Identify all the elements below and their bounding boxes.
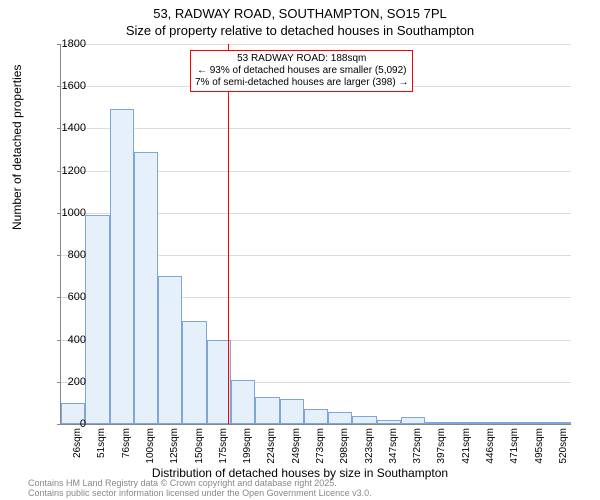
chart-title-1: 53, RADWAY ROAD, SOUTHAMPTON, SO15 7PL: [0, 6, 600, 21]
histogram-bar: [425, 422, 449, 424]
x-tick-label: 421sqm: [461, 428, 472, 468]
x-tick-label: 495sqm: [534, 428, 545, 468]
histogram-bar: [450, 422, 474, 424]
x-tick-label: 471sqm: [509, 428, 520, 468]
y-tick-label: 1800: [46, 38, 86, 50]
histogram-bar: [474, 422, 498, 424]
x-tick-label: 125sqm: [169, 428, 180, 468]
x-tick-label: 347sqm: [388, 428, 399, 468]
histogram-bar: [134, 152, 158, 424]
x-tick-label: 397sqm: [436, 428, 447, 468]
x-tick-label: 199sqm: [242, 428, 253, 468]
x-tick-label: 520sqm: [558, 428, 569, 468]
y-tick-label: 1600: [46, 80, 86, 92]
histogram-bar: [231, 380, 255, 424]
histogram-bar: [377, 420, 401, 424]
histogram-bar: [498, 422, 522, 424]
annotation-line-1: 53 RADWAY ROAD: 188sqm: [195, 53, 408, 65]
y-axis-label: Number of detached properties: [10, 65, 24, 230]
x-tick-label: 323sqm: [364, 428, 375, 468]
histogram-bar: [352, 416, 376, 424]
x-tick-label: 249sqm: [291, 428, 302, 468]
y-tick-label: 200: [46, 376, 86, 388]
histogram-bar: [182, 321, 206, 424]
y-tick-label: 600: [46, 291, 86, 303]
histogram-bar: [304, 409, 328, 424]
x-tick-label: 446sqm: [485, 428, 496, 468]
histogram-bar: [110, 109, 134, 424]
x-tick-label: 26sqm: [72, 428, 83, 468]
x-tick-label: 76sqm: [121, 428, 132, 468]
histogram-bar: [547, 422, 571, 424]
histogram-bar: [85, 215, 109, 424]
chart-title-2: Size of property relative to detached ho…: [0, 23, 600, 38]
plot-area: [60, 44, 571, 425]
y-tick-label: 1400: [46, 122, 86, 134]
histogram-bar: [255, 397, 279, 424]
x-tick-label: 372sqm: [412, 428, 423, 468]
annotation-line-2: ← 93% of detached houses are smaller (5,…: [195, 65, 408, 77]
x-tick-label: 224sqm: [266, 428, 277, 468]
histogram-bar: [328, 412, 352, 424]
y-tick-label: 1000: [46, 207, 86, 219]
histogram-bar: [158, 276, 182, 424]
histogram-bar: [280, 399, 304, 424]
x-tick-label: 175sqm: [218, 428, 229, 468]
y-tick-label: 400: [46, 334, 86, 346]
x-tick-label: 150sqm: [194, 428, 205, 468]
annotation-line-3: 7% of semi-detached houses are larger (3…: [195, 77, 408, 89]
chart-container: 53, RADWAY ROAD, SOUTHAMPTON, SO15 7PL S…: [0, 0, 600, 500]
x-tick-label: 51sqm: [96, 428, 107, 468]
x-tick-label: 273sqm: [315, 428, 326, 468]
gridline: [61, 128, 571, 129]
gridline: [61, 44, 571, 45]
footer-line-2: Contains public sector information licen…: [28, 489, 372, 499]
y-tick-label: 800: [46, 249, 86, 261]
y-tick-label: 1200: [46, 165, 86, 177]
footer: Contains HM Land Registry data © Crown c…: [28, 479, 372, 499]
histogram-bar: [522, 422, 546, 424]
x-tick-label: 298sqm: [339, 428, 350, 468]
histogram-bar: [401, 417, 425, 424]
marker-line: [228, 44, 229, 424]
annotation-box: 53 RADWAY ROAD: 188sqm ← 93% of detached…: [190, 50, 413, 92]
x-tick-label: 100sqm: [145, 428, 156, 468]
